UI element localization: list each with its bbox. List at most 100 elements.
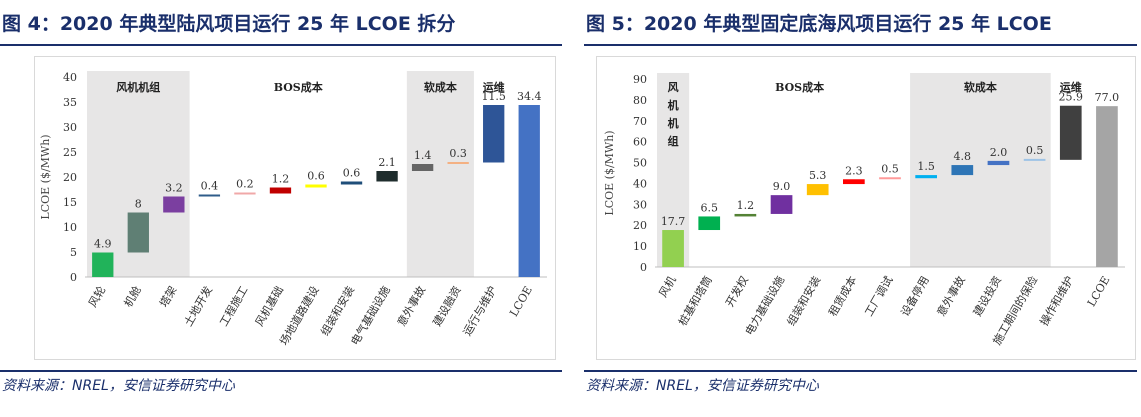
category-label-1: 机舱	[121, 284, 144, 310]
category-label-1: 桩基和塔筒	[675, 274, 715, 329]
data-label-10: 0.3	[449, 147, 467, 160]
data-label-11: 25.9	[1059, 91, 1084, 104]
data-label-5: 2.3	[845, 164, 863, 177]
bar-4	[234, 192, 256, 195]
bar-3	[198, 194, 221, 197]
data-label-7: 1.5	[917, 160, 935, 173]
data-label-1: 8	[135, 198, 142, 211]
source-note: 资料来源：NREL，安信证券研究中心	[586, 378, 819, 394]
category-label-3: 土地开发	[181, 284, 215, 329]
data-label-2: 3.2	[165, 182, 183, 195]
bar-6	[879, 177, 901, 180]
bar-9	[987, 160, 1010, 166]
data-label-4: 0.2	[236, 178, 254, 191]
bar-1	[127, 212, 149, 253]
data-label-4: 5.3	[809, 169, 827, 182]
data-label-0: 4.9	[94, 238, 112, 251]
category-label-12: LCOE	[1085, 274, 1113, 309]
data-label-7: 0.6	[343, 167, 361, 180]
y-tick-label: 25	[63, 146, 77, 159]
bar-11	[1059, 105, 1082, 160]
data-label-3: 9.0	[773, 180, 791, 193]
bar-9	[411, 164, 434, 171]
y-axis-title: LCOE ($/MWh)	[39, 134, 52, 219]
title-rule	[584, 44, 1137, 46]
category-label-3: 电力基础设施	[743, 274, 787, 338]
data-label-12: 77.0	[1095, 91, 1120, 104]
group-label-0: 风机机组	[116, 80, 160, 94]
figure-title: 图 4：2020 年典型陆风项目运行 25 年 LCOE 拆分	[2, 13, 456, 35]
bar-5	[843, 179, 865, 185]
category-label-2: 塔架	[157, 284, 179, 310]
bar-12	[1096, 106, 1118, 268]
y-tick-label: 90	[633, 73, 647, 86]
group-label-1: BOS成本	[775, 80, 824, 94]
category-label-5: 租赁成本	[825, 274, 859, 319]
category-label-8: 意外事故	[934, 274, 968, 319]
bar-1	[698, 216, 721, 231]
bar-7	[915, 175, 937, 179]
group-shade-2	[910, 73, 1051, 267]
waterfall-chart-offshore: 风机机组 BOS成本 软成本 运维 0 10 20 30 40 50 60 70 80 90 LCOE ($…	[603, 73, 1125, 347]
category-label-12: LCOE	[507, 284, 535, 319]
category-label-7: 设备停用	[898, 274, 932, 319]
waterfall-chart-onshore: 风机机组 BOS成本 软成本 运维 0 5 10 15 20 25 30 35 40 LCOE ($/MW…	[39, 71, 547, 348]
y-tick-label: 80	[633, 94, 647, 107]
category-label-4: 组装和安装	[784, 274, 824, 329]
group-label-1: BOS成本	[274, 80, 323, 94]
data-label-6: 0.5	[881, 162, 899, 175]
y-tick-label: 0	[640, 261, 647, 274]
y-tick-label: 60	[633, 136, 647, 149]
data-label-11: 11.5	[481, 90, 506, 103]
y-tick-label: 10	[633, 240, 647, 253]
bar-6	[305, 184, 327, 188]
bar-2	[734, 213, 757, 217]
category-label-5: 风机基础	[252, 284, 286, 329]
group-label-3: 运维	[1060, 80, 1082, 94]
data-label-8: 4.8	[954, 150, 972, 163]
y-tick-label: 20	[63, 171, 77, 184]
group-label-2: 软成本	[424, 80, 457, 94]
category-label-4: 工程施工	[217, 284, 250, 329]
y-tick-label: 35	[63, 96, 77, 109]
category-label-0: 风机	[656, 274, 679, 300]
data-label-9: 2.0	[990, 146, 1008, 159]
bar-7	[340, 181, 363, 185]
y-tick-label: 0	[70, 271, 77, 284]
bar-10	[1023, 158, 1046, 161]
data-label-12: 34.4	[517, 90, 542, 103]
data-label-0: 17.7	[661, 215, 686, 228]
data-label-8: 2.1	[378, 156, 396, 169]
category-label-7: 组装和安装	[318, 284, 358, 339]
data-label-10: 0.5	[1026, 144, 1044, 157]
chart-frame: 风机机组 BOS成本 软成本 运维 0 10 20 30 40 50 60 70 80 90 LCOE ($…	[596, 56, 1136, 360]
y-tick-label: 20	[633, 219, 647, 232]
y-tick-label: 50	[633, 157, 647, 170]
data-label-9: 1.4	[414, 149, 432, 162]
category-label-2: 开发权	[722, 274, 751, 310]
bar-4	[806, 184, 829, 196]
y-tick-label: 30	[633, 198, 647, 211]
category-label-9: 意外事故	[394, 284, 428, 329]
chart-frame: 风机机组 BOS成本 软成本 运维 0 5 10 15 20 25 30 35 40 LCOE ($/MW…	[34, 56, 556, 360]
figure-4-panel: 图 4：2020 年典型陆风项目运行 25 年 LCOE 拆分 风机机组 BOS成…	[0, 0, 566, 417]
bar-12	[518, 105, 540, 277]
y-tick-label: 30	[63, 121, 77, 134]
group-shade-2	[406, 71, 474, 277]
group-label-3: 运维	[483, 80, 505, 94]
category-label-6: 工厂调试	[862, 274, 895, 319]
category-label-10: 建设融资	[430, 284, 464, 329]
data-label-5: 1.2	[272, 173, 290, 186]
bar-11	[483, 105, 505, 163]
y-axis-title: LCOE ($/MWh)	[603, 130, 616, 215]
group-label-2: 软成本	[964, 80, 997, 94]
y-tick-label: 10	[63, 221, 77, 234]
y-tick-label: 5	[70, 246, 77, 259]
data-label-1: 6.5	[700, 201, 718, 214]
figure-5-panel: 图 5：2020 年典型固定底海风项目运行 25 年 LCOE 风机机组 BOS成…	[584, 0, 1141, 417]
footer-rule	[0, 370, 562, 372]
y-tick-label: 70	[633, 115, 647, 128]
y-tick-label: 40	[63, 71, 77, 84]
y-tick-label: 15	[63, 196, 77, 209]
bar-8	[951, 165, 974, 176]
